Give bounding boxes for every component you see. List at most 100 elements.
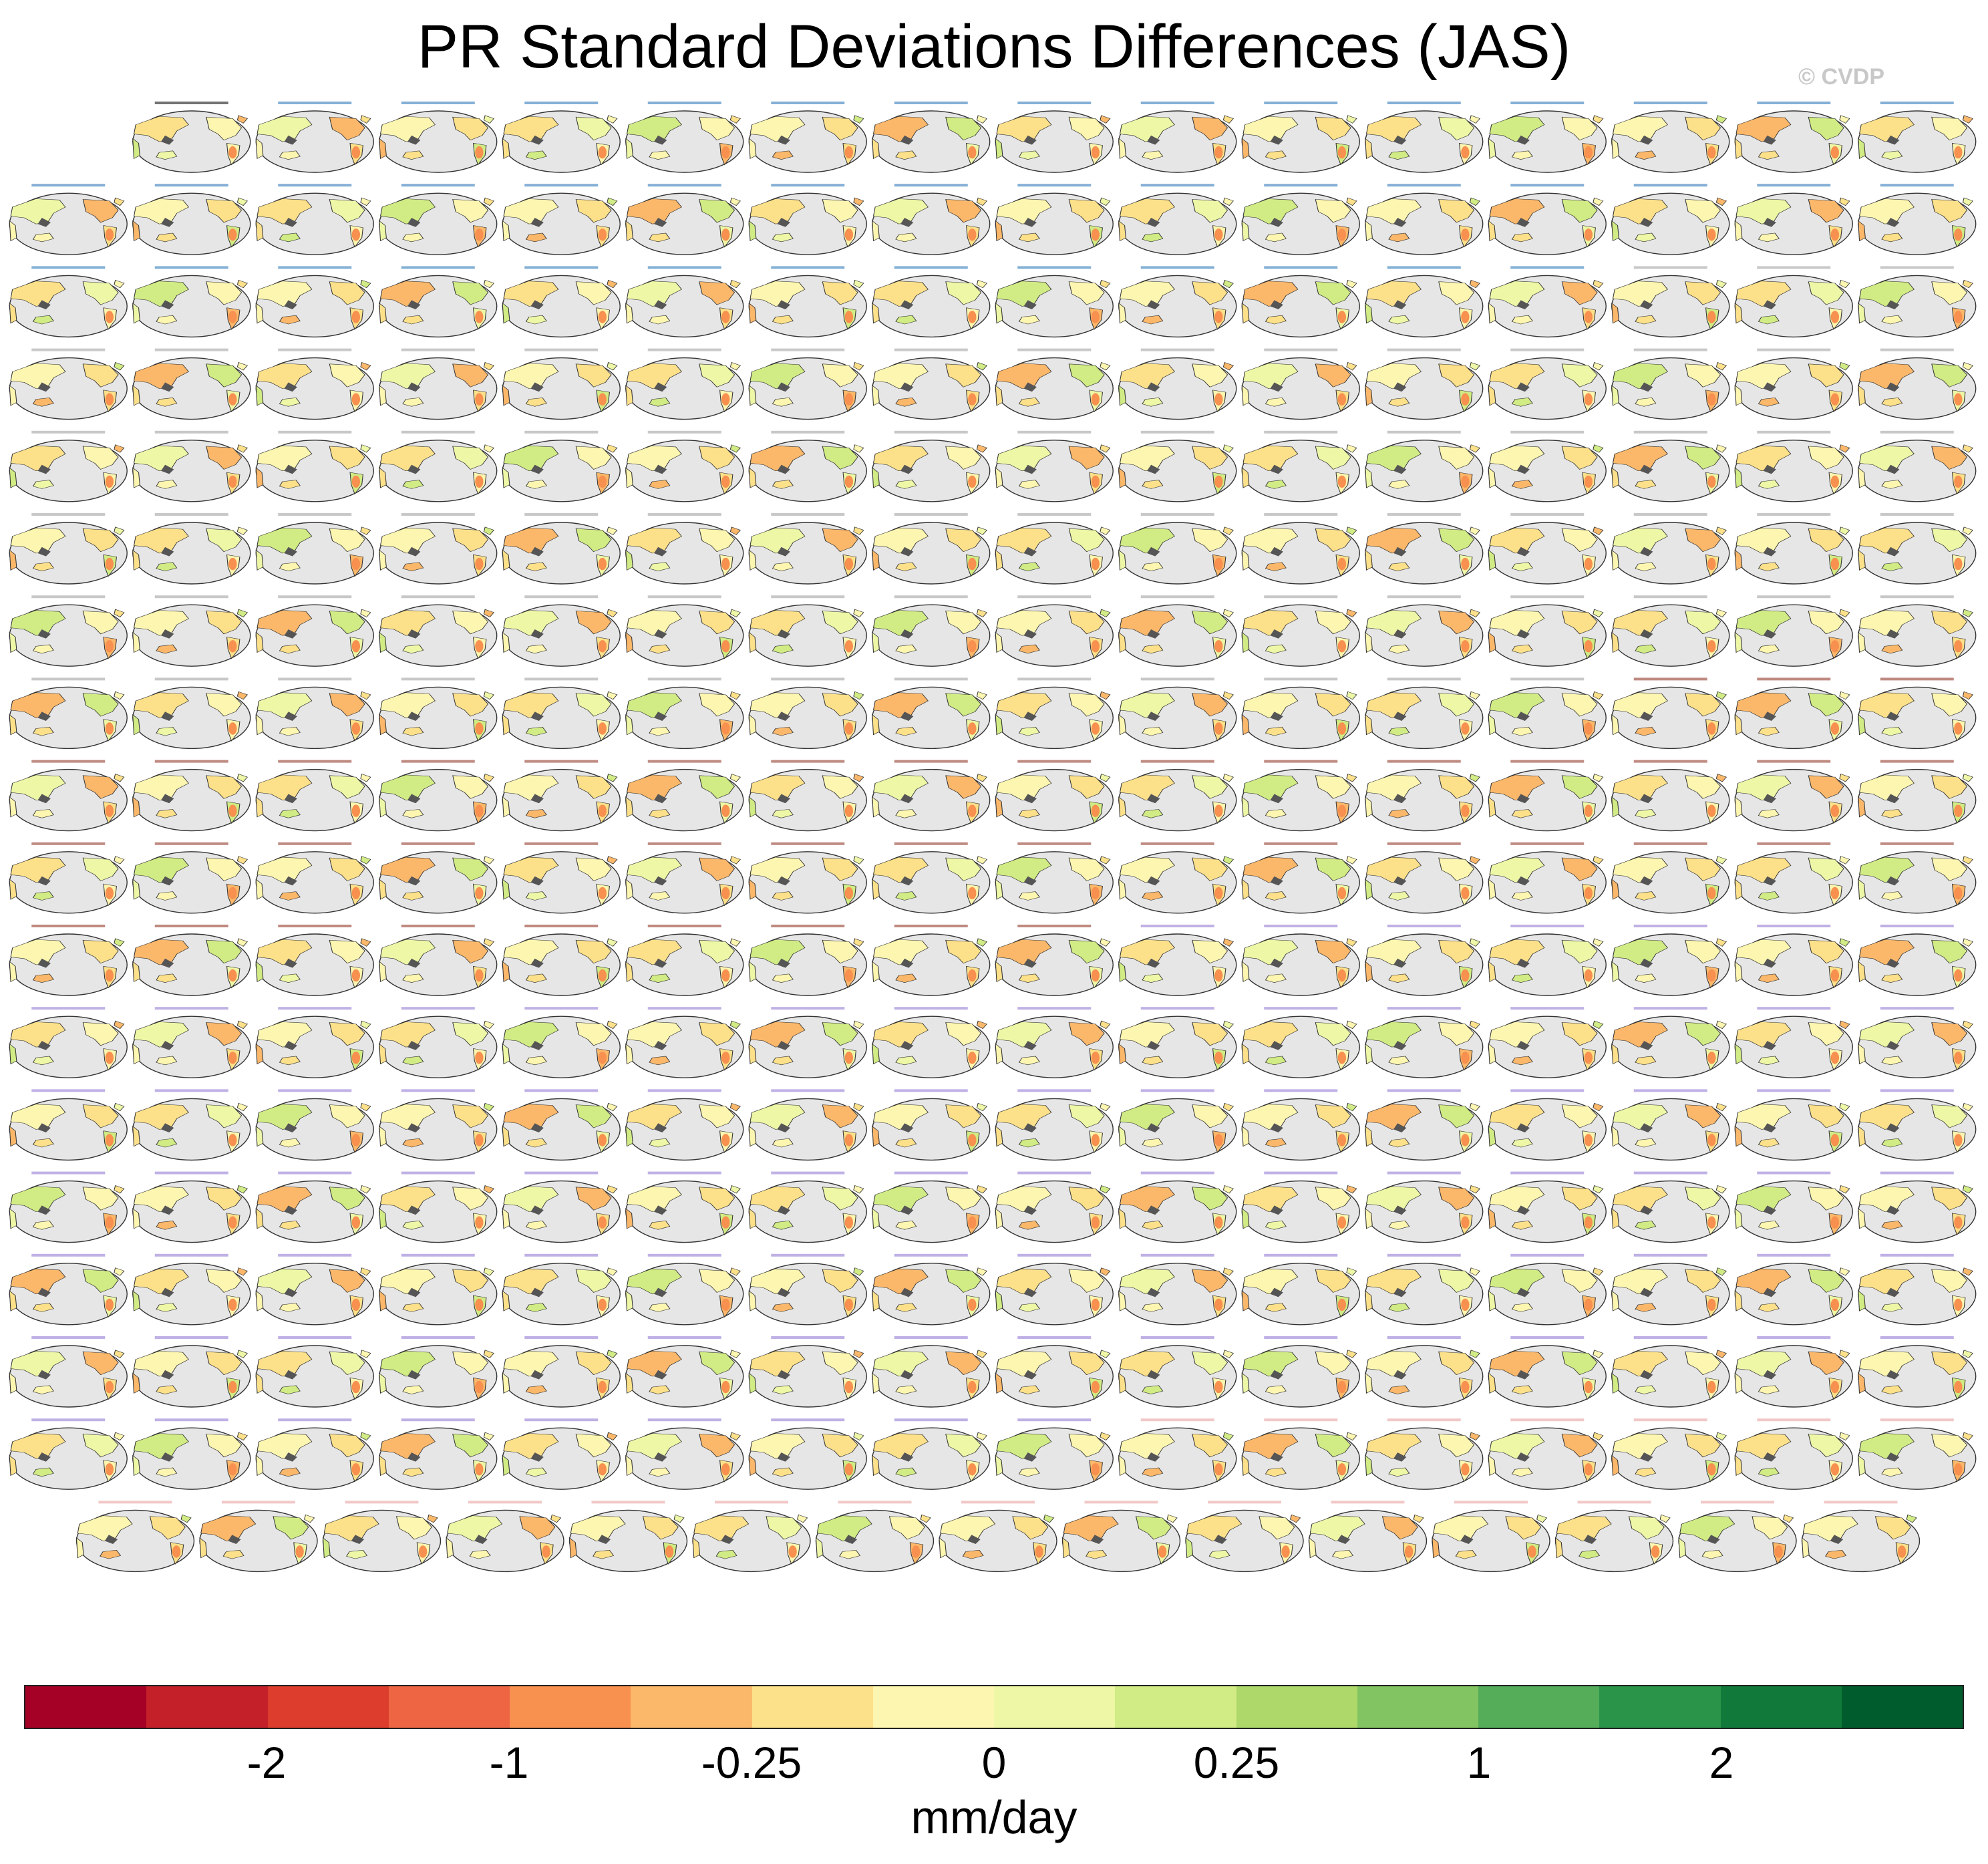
map-anomaly bbox=[1337, 1134, 1347, 1146]
map-panel bbox=[255, 925, 374, 996]
map-land bbox=[1346, 609, 1357, 618]
map-land bbox=[1505, 1516, 1542, 1540]
map-land bbox=[1881, 398, 1903, 407]
map-land bbox=[1192, 1434, 1228, 1458]
map-panel bbox=[502, 513, 621, 585]
map-land bbox=[255, 385, 264, 406]
map-anomaly bbox=[1281, 1545, 1290, 1558]
map-land bbox=[37, 1205, 51, 1215]
map-anomaly bbox=[295, 1545, 304, 1558]
map-anomaly bbox=[228, 1134, 237, 1146]
map-land bbox=[452, 611, 489, 635]
map-land bbox=[699, 693, 735, 717]
map-anomaly bbox=[1830, 1380, 1840, 1394]
map-land bbox=[1561, 1351, 1598, 1376]
panel-label bbox=[1387, 1007, 1461, 1010]
panel-label bbox=[1140, 266, 1214, 269]
map-anomaly bbox=[228, 969, 237, 982]
map-land bbox=[1516, 958, 1530, 968]
panel-label bbox=[31, 1171, 106, 1175]
map-land bbox=[236, 1185, 248, 1194]
map-land bbox=[1511, 726, 1533, 736]
map-land bbox=[279, 1138, 301, 1148]
map-anomaly bbox=[105, 1298, 114, 1311]
map-panel bbox=[1365, 430, 1484, 502]
map-land bbox=[1734, 631, 1743, 653]
map-anomaly bbox=[351, 1298, 361, 1311]
map-land bbox=[777, 629, 790, 639]
map-land bbox=[525, 398, 547, 407]
panel-label bbox=[1264, 677, 1338, 681]
map-land bbox=[1146, 1205, 1160, 1215]
map-panel bbox=[1241, 1007, 1360, 1078]
map-land bbox=[1023, 629, 1037, 639]
map-land bbox=[1635, 726, 1657, 736]
map-anomaly bbox=[844, 393, 854, 406]
map-land bbox=[1438, 857, 1475, 881]
map-land bbox=[160, 464, 174, 474]
map-panel bbox=[692, 1501, 811, 1573]
map-land bbox=[729, 279, 741, 289]
map-land bbox=[1192, 1187, 1228, 1211]
map-land bbox=[1438, 446, 1475, 470]
map-land bbox=[200, 1515, 257, 1541]
map-land bbox=[503, 1186, 559, 1212]
map-land bbox=[379, 1208, 387, 1229]
map-panel bbox=[9, 1007, 128, 1078]
map-land bbox=[1561, 363, 1598, 387]
map-land bbox=[1438, 199, 1475, 223]
map-land bbox=[1365, 467, 1373, 488]
map-land bbox=[1808, 693, 1844, 717]
map-land bbox=[37, 1452, 51, 1462]
map-anomaly bbox=[1707, 804, 1716, 817]
map-land bbox=[407, 218, 421, 227]
map-land bbox=[114, 279, 125, 289]
map-land bbox=[1561, 693, 1598, 717]
map-anomaly bbox=[721, 557, 730, 571]
map-panel bbox=[1554, 1501, 1674, 1573]
map-land bbox=[1068, 1022, 1105, 1046]
map-land bbox=[1808, 1351, 1844, 1376]
map-land bbox=[1365, 363, 1422, 389]
map-land bbox=[1830, 1535, 1844, 1544]
map-land bbox=[1758, 315, 1780, 325]
map-land bbox=[1142, 150, 1164, 160]
map-land bbox=[1611, 1208, 1619, 1229]
map-land bbox=[1825, 1549, 1847, 1559]
map-land bbox=[1393, 300, 1407, 309]
map-anomaly bbox=[351, 640, 361, 653]
map-land bbox=[1763, 300, 1776, 309]
map-panel bbox=[1734, 677, 1853, 750]
panel-label bbox=[1510, 102, 1585, 104]
map-land bbox=[1118, 879, 1126, 900]
map-panel bbox=[625, 184, 744, 255]
map-land bbox=[699, 775, 735, 799]
map-anomaly bbox=[1830, 228, 1840, 241]
map-land bbox=[1489, 116, 1545, 142]
map-land bbox=[1460, 1535, 1474, 1544]
map-land bbox=[607, 115, 618, 124]
map-land bbox=[10, 774, 66, 800]
map-land bbox=[945, 857, 982, 881]
map-land bbox=[996, 774, 1052, 800]
map-land bbox=[1962, 609, 1974, 618]
panel-label bbox=[1017, 513, 1092, 516]
map-land bbox=[996, 1433, 1052, 1459]
map-land bbox=[1561, 281, 1598, 305]
map-land bbox=[1763, 876, 1776, 886]
map-land bbox=[257, 198, 313, 224]
map-land bbox=[360, 1350, 371, 1358]
map-land bbox=[114, 609, 125, 618]
map-land bbox=[82, 693, 119, 717]
map-land bbox=[699, 363, 735, 387]
map-land bbox=[772, 1138, 794, 1148]
map-land bbox=[653, 547, 667, 557]
map-panel bbox=[1118, 760, 1237, 832]
map-anomaly bbox=[1214, 1298, 1223, 1311]
map-anomaly bbox=[1584, 722, 1593, 735]
map-land bbox=[1763, 135, 1776, 145]
map-land bbox=[853, 1350, 864, 1358]
panel-label bbox=[1387, 677, 1461, 681]
map-land bbox=[729, 1267, 741, 1276]
map-land bbox=[1635, 315, 1657, 325]
